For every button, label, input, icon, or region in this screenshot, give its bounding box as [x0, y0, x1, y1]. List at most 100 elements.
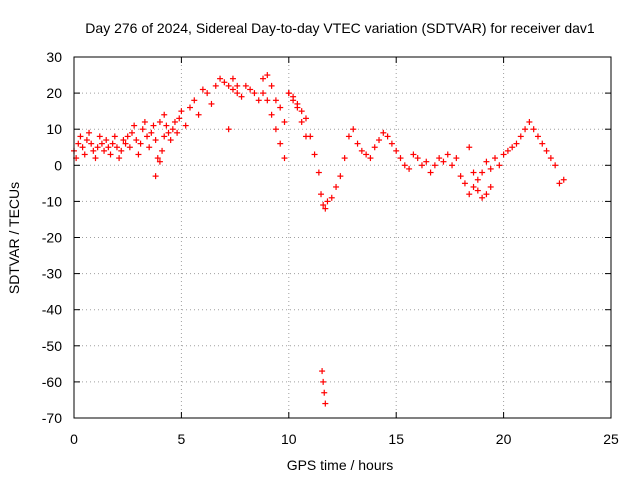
data-point	[483, 158, 490, 165]
data-point	[186, 104, 193, 111]
data-point	[487, 165, 494, 172]
data-point	[384, 133, 391, 140]
data-point	[268, 111, 275, 118]
data-point	[522, 126, 529, 133]
chart-title: Day 276 of 2024, Sidereal Day-to-day VTE…	[85, 20, 595, 36]
data-point	[517, 133, 524, 140]
data-point	[474, 187, 481, 194]
data-point	[120, 137, 127, 144]
data-point	[277, 104, 284, 111]
y-tick-label: -60	[42, 374, 62, 390]
data-point	[453, 155, 460, 162]
data-point	[199, 86, 206, 93]
x-tick-label: 0	[70, 431, 78, 447]
data-point	[229, 86, 236, 93]
x-tick-label: 10	[281, 431, 297, 447]
data-point	[318, 191, 325, 198]
data-point	[141, 118, 148, 125]
data-point	[124, 133, 131, 140]
data-point	[144, 133, 151, 140]
y-tick-label: -50	[42, 338, 62, 354]
data-point	[371, 144, 378, 151]
y-tick-label: 30	[46, 49, 62, 65]
data-point	[281, 155, 288, 162]
data-point	[504, 147, 511, 154]
data-point	[341, 155, 348, 162]
data-point	[195, 111, 202, 118]
data-point	[457, 173, 464, 180]
data-point	[311, 151, 318, 158]
axis-ticks: 0 5 10 15 20 25 -70 -60 -50 -40 -30 -20 -10 0 10 20 30	[42, 49, 619, 447]
data-point	[401, 162, 408, 169]
data-point	[159, 147, 166, 154]
data-point	[161, 111, 168, 118]
data-point	[264, 97, 271, 104]
data-point	[431, 162, 438, 169]
data-point	[225, 82, 232, 89]
data-point	[470, 169, 477, 176]
x-axis-label: GPS time / hours	[287, 457, 394, 473]
data-point	[251, 90, 258, 97]
data-point	[500, 151, 507, 158]
data-point	[321, 389, 328, 396]
grid-lines	[74, 57, 611, 418]
data-point	[96, 133, 103, 140]
data-point	[345, 133, 352, 140]
data-point	[86, 129, 93, 136]
data-point	[272, 97, 279, 104]
data-point	[479, 169, 486, 176]
data-point	[496, 162, 503, 169]
data-point	[225, 126, 232, 133]
data-point	[513, 140, 520, 147]
data-point	[191, 97, 198, 104]
data-point	[376, 137, 383, 144]
data-point	[178, 108, 185, 115]
y-axis-label: SDTVAR / TECUs	[6, 182, 22, 294]
data-point	[483, 191, 490, 198]
data-point	[414, 155, 421, 162]
data-point	[212, 82, 219, 89]
data-point	[77, 133, 84, 140]
data-point	[315, 169, 322, 176]
x-tick-label: 5	[178, 431, 186, 447]
data-point	[350, 126, 357, 133]
data-point	[298, 118, 305, 125]
data-point	[380, 129, 387, 136]
data-point	[161, 133, 168, 140]
x-tick-label: 25	[603, 431, 619, 447]
data-point	[107, 151, 114, 158]
data-point	[133, 137, 140, 144]
data-point	[204, 90, 211, 97]
data-point	[171, 118, 178, 125]
data-point	[272, 126, 279, 133]
data-point	[113, 144, 120, 151]
data-point	[150, 122, 157, 129]
data-point	[406, 165, 413, 172]
y-tick-label: 20	[46, 85, 62, 101]
data-point	[79, 144, 86, 151]
data-point	[217, 75, 224, 82]
data-point	[461, 180, 468, 187]
data-point	[152, 137, 159, 144]
data-point	[229, 75, 236, 82]
data-point	[492, 155, 499, 162]
data-point	[526, 118, 533, 125]
data-point	[281, 118, 288, 125]
data-point	[118, 147, 125, 154]
data-point	[547, 155, 554, 162]
y-tick-label: 10	[46, 121, 62, 137]
data-point	[152, 173, 159, 180]
data-point	[556, 180, 563, 187]
y-tick-label: 0	[54, 157, 62, 173]
data-point	[247, 86, 254, 93]
data-point	[436, 155, 443, 162]
data-point	[393, 147, 400, 154]
data-point	[322, 400, 329, 407]
data-point	[128, 129, 135, 136]
data-point	[260, 90, 267, 97]
x-tick-label: 20	[496, 431, 512, 447]
data-point	[165, 129, 172, 136]
data-point	[388, 140, 395, 147]
data-series-sdtvar	[71, 72, 567, 407]
